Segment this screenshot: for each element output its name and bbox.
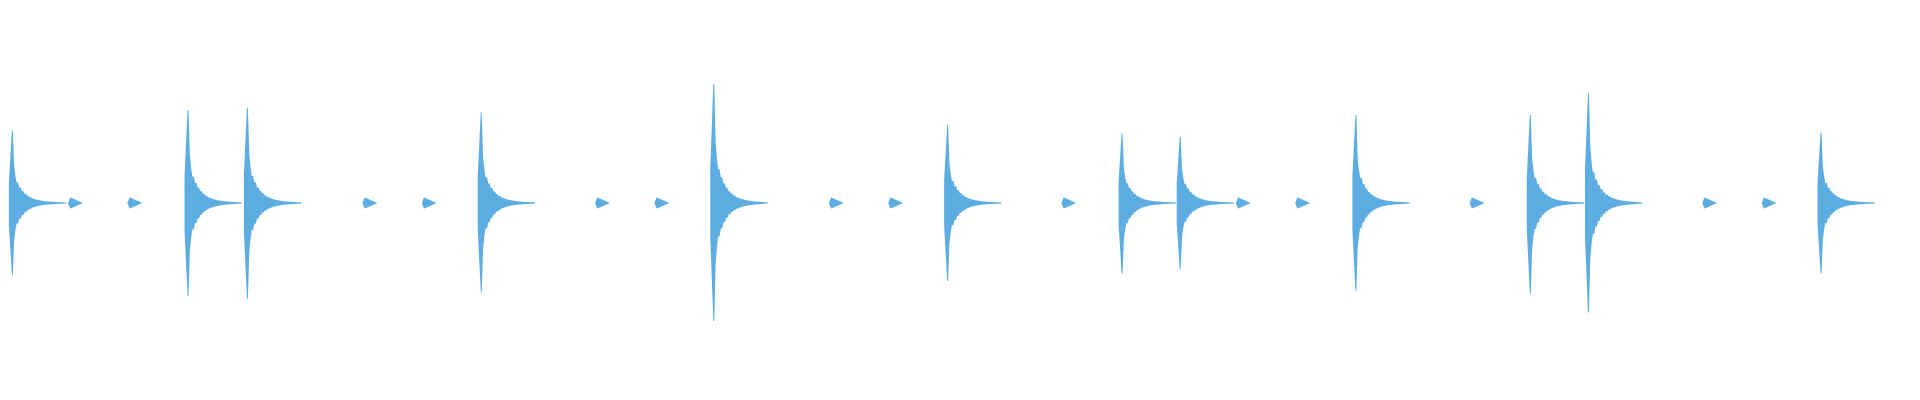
waveform-small-hit	[1761, 197, 1777, 209]
waveform-small-hit	[1295, 197, 1311, 209]
waveform-small-hit	[1235, 197, 1251, 209]
waveform-small-hit	[362, 197, 378, 209]
waveform-hit	[710, 84, 768, 321]
waveform-small-hit	[421, 197, 437, 209]
waveform-small-hit	[127, 197, 143, 209]
waveform-hit	[1526, 115, 1584, 294]
waveform-small-hit	[67, 197, 83, 209]
waveform-hit	[1118, 132, 1176, 274]
waveform-small-hit	[1469, 197, 1485, 209]
waveform-small-hit	[1702, 197, 1718, 209]
waveform-small-hit	[1061, 197, 1077, 209]
waveform-small-hit	[828, 197, 844, 209]
waveform-hit	[477, 112, 535, 294]
waveform-small-hit	[888, 197, 904, 209]
waveform-small-hit	[594, 197, 610, 209]
waveform-small-hit	[654, 197, 670, 209]
